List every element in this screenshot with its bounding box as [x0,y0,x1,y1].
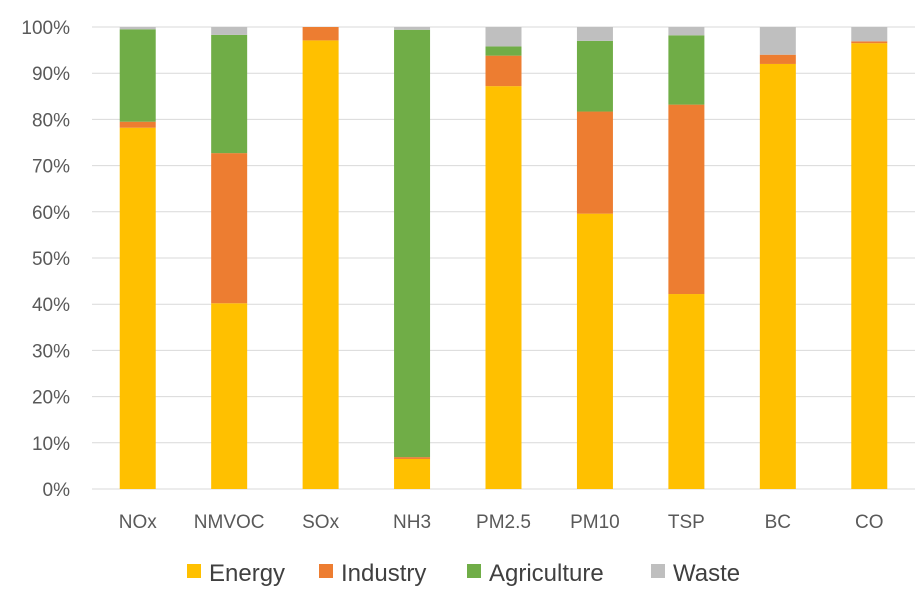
y-tick-label: 50% [32,249,70,270]
bar-segment-industry [485,55,522,87]
y-tick-label: 30% [32,341,70,362]
bar-segment-industry [119,121,156,128]
legend-item-industry: Industry [319,560,426,587]
legend-item-waste: Waste [651,560,740,587]
y-tick-label: 20% [32,388,70,409]
y-tick-label: 10% [32,434,70,455]
bar-segment-agriculture [211,34,248,154]
x-tick-label: PM2.5 [476,512,531,533]
bar-segment-industry [302,27,339,41]
legend-label: Agriculture [489,560,604,587]
legend-swatch [319,564,333,578]
y-tick-label: 70% [32,157,70,178]
bar-segment-agriculture [576,40,613,112]
legend-label: Energy [209,560,285,587]
bar-segment-energy [394,458,431,489]
bar-segment-agriculture [394,29,431,458]
bar-segment-energy [119,127,156,489]
bar-segment-energy [759,63,796,490]
bar-segment-waste [394,27,431,30]
bar-segment-energy [302,40,339,489]
bar-segment-waste [485,27,522,47]
bars [119,27,888,490]
x-axis-tick-labels: NOx NMVOC SOx NH3 PM2.5 PM10 TSP BC CO [119,512,884,533]
bar-segment-energy [668,294,705,489]
y-tick-label: 100% [21,18,70,39]
x-tick-label: PM10 [570,512,620,533]
x-tick-label: SOx [302,512,339,533]
y-tick-label: 0% [43,480,71,501]
bar-segment-industry [851,41,888,44]
x-tick-label: NH3 [393,512,431,533]
bar-segment-waste [576,27,613,41]
x-tick-label: NOx [119,512,158,533]
legend-label: Industry [341,560,426,587]
bar-segment-industry [668,104,705,295]
bar-segment-agriculture [485,46,522,56]
bar-segment-waste [759,27,796,55]
legend-label: Waste [673,560,740,587]
legend: Energy Industry Agriculture Waste [187,560,740,587]
y-axis-tick-labels: 0% 10% 20% 30% 40% 50% 60% 70% 80% 90% 100% [21,18,70,501]
bar-segment-waste [668,27,705,36]
legend-item-agriculture: Agriculture [467,560,604,587]
bar-segment-energy [576,213,613,489]
bar-segment-industry [394,457,431,459]
legend-swatch [467,564,481,578]
legend-swatch [651,564,665,578]
bar-segment-waste [211,27,248,35]
x-tick-label: NMVOC [194,512,265,533]
bar-segment-waste [851,27,888,42]
bar-segment-industry [576,111,613,214]
y-tick-label: 80% [32,110,70,131]
legend-item-energy: Energy [187,560,285,587]
bar-segment-energy [851,43,888,490]
bar-segment-waste [119,27,156,30]
legend-swatch [187,564,201,578]
x-tick-label: TSP [668,512,705,533]
bar-segment-agriculture [668,35,705,105]
x-tick-label: CO [855,512,884,533]
bar-segment-industry [211,153,248,304]
bar-segment-energy [485,86,522,490]
y-tick-label: 90% [32,64,70,85]
bar-segment-energy [211,303,248,489]
y-tick-label: 60% [32,203,70,224]
y-tick-label: 40% [32,295,70,316]
x-tick-label: BC [765,512,791,533]
bar-segment-agriculture [119,29,156,122]
bar-segment-industry [759,54,796,64]
